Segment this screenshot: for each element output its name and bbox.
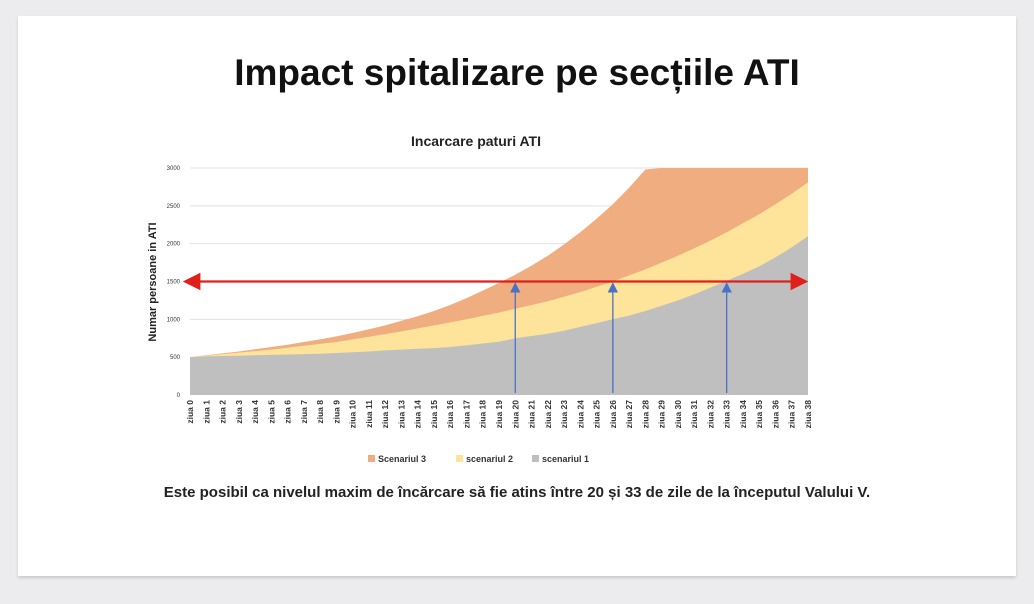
area-scenariul-1 [190,236,808,395]
y-tick-label: 0 [177,393,181,399]
legend-swatch [456,455,463,462]
caption: Este posibil ca nivelul maxim de încărca… [163,484,871,501]
x-tick-label: ziua 2 [218,400,228,424]
x-tick-label: ziua 14 [413,400,423,429]
y-tick-label: 2500 [167,204,181,210]
x-tick-label: ziua 13 [396,400,406,429]
x-tick-label: ziua 4 [250,400,260,424]
x-tick-label: ziua 19 [494,400,504,429]
x-tick-label: ziua 6 [283,400,293,424]
legend-label: scenariul 1 [542,454,589,464]
x-tick-label: ziua 15 [429,400,439,429]
legend-swatch [532,455,539,462]
x-tick-label: ziua 7 [299,400,309,424]
x-tick-label: ziua 21 [527,400,537,429]
x-tick-label: ziua 32 [705,400,715,429]
x-tick-label: ziua 24 [575,400,585,429]
x-tick-label: ziua 17 [461,400,471,429]
x-tick-label: ziua 10 [348,400,358,429]
x-tick-label: ziua 3 [234,400,244,424]
x-tick-label: ziua 29 [657,400,667,429]
x-tick-label: ziua 35 [754,400,764,429]
x-tick-label: ziua 27 [624,400,634,429]
x-tick-label: ziua 36 [770,400,780,429]
y-tick-label: 500 [170,355,181,361]
legend-label: Scenariul 3 [378,454,426,464]
y-tick-label: 3000 [167,166,181,172]
x-tick-label: ziua 23 [559,400,569,429]
chart-title: Incarcare paturi ATI [411,133,541,149]
x-tick-label: ziua 11 [364,400,374,428]
x-tick-label: ziua 1 [201,400,211,424]
x-tick-label: ziua 38 [803,400,813,429]
x-tick-label: ziua 16 [445,400,455,429]
x-tick-label: ziua 20 [510,400,520,429]
slide-title: Impact spitalizare pe secțiile ATI [234,52,800,93]
x-tick-label: ziua 34 [738,400,748,429]
x-tick-label: ziua 5 [266,400,276,424]
x-tick-label: ziua 0 [185,400,195,424]
x-tick-label: ziua 8 [315,400,325,424]
x-tick-label: ziua 33 [722,400,732,429]
y-tick-label: 1000 [167,317,181,323]
y-axis-label: Numar persoane in ATI [147,222,159,341]
x-tick-label: ziua 18 [478,400,488,429]
x-tick-label: ziua 31 [689,400,699,429]
x-tick-label: ziua 12 [380,400,390,429]
x-tick-label: ziua 37 [787,400,797,429]
x-tick-label: ziua 30 [673,400,683,429]
x-tick-label: ziua 28 [640,400,650,429]
y-tick-label: 1500 [167,280,181,286]
legend-swatch [368,455,375,462]
y-tick-label: 2000 [167,242,181,248]
x-tick-label: ziua 25 [592,400,602,429]
x-tick-label: ziua 26 [608,400,618,429]
legend-label: scenariul 2 [466,454,513,464]
x-tick-label: ziua 9 [331,400,341,424]
x-tick-label: ziua 22 [543,400,553,429]
